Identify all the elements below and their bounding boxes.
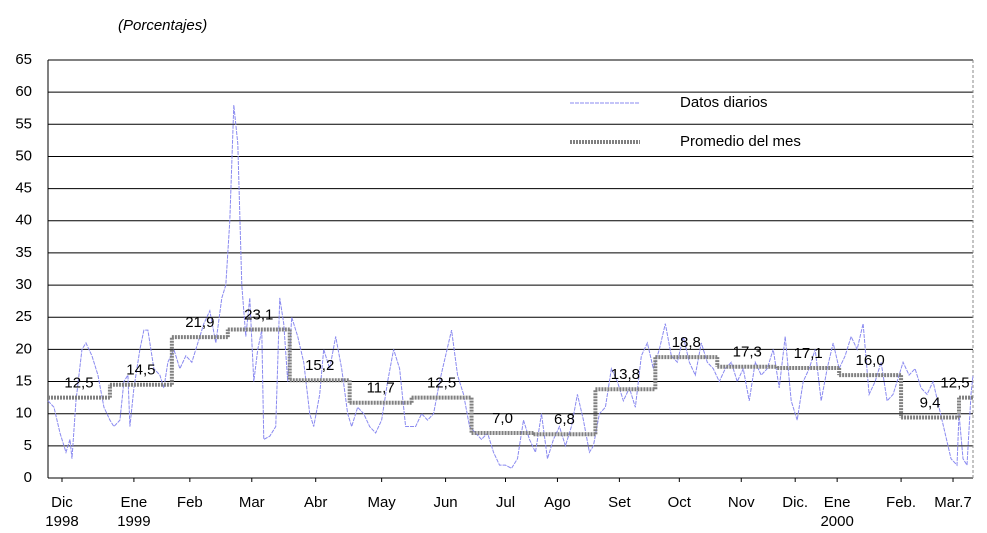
data-label: 21,9 [185, 314, 214, 331]
data-label: 12,5 [940, 375, 969, 392]
data-label: 18,8 [672, 334, 701, 351]
legend-label: Datos diarios [680, 94, 768, 111]
data-label: 14,5 [126, 362, 155, 379]
y-tick-label: 15 [15, 373, 32, 390]
x-tick-label: Dic 1998 [45, 494, 79, 530]
x-tick-label: Dic. [782, 494, 809, 511]
x-tick-label: Ene 2000 [820, 494, 854, 530]
data-label: 11,7 [367, 380, 395, 397]
y-tick-label: 20 [15, 340, 32, 357]
data-label: 12,5 [427, 375, 456, 392]
data-label: 9,4 [920, 395, 941, 412]
data-label: 17,1 [794, 345, 823, 362]
y-tick-label: 65 [15, 51, 32, 68]
x-tick-label: Ene 1999 [117, 494, 151, 530]
x-tick-label: Oct [667, 494, 691, 511]
data-label: 17,3 [733, 344, 762, 361]
x-tick-label: Jul [495, 494, 516, 511]
y-tick-label: 40 [15, 212, 32, 229]
y-tick-label: 50 [15, 147, 32, 164]
y-tick-label: 0 [24, 469, 32, 486]
data-label: 16,0 [856, 352, 885, 369]
y-tick-label: 5 [24, 437, 32, 454]
x-tick-label: Set [608, 494, 631, 511]
data-label: 13,8 [611, 366, 640, 383]
x-tick-label: Feb. [886, 494, 917, 511]
x-tick-label: May [367, 494, 396, 511]
y-tick-label: 45 [15, 180, 32, 197]
daily-line [47, 104, 974, 470]
data-label: 23,1 [244, 306, 273, 323]
x-tick-label: Mar.7 [934, 494, 972, 511]
data-label: 15,2 [305, 357, 334, 374]
x-tick-label: Abr [304, 494, 328, 511]
chart-subtitle: (Porcentajes) [118, 17, 207, 34]
y-tick-label: 55 [15, 115, 32, 132]
x-tick-label: Feb [176, 494, 203, 511]
y-tick-label: 35 [15, 244, 32, 261]
x-tick-label: Nov [727, 494, 755, 511]
y-tick-label: 25 [15, 308, 32, 325]
data-label: 12,5 [64, 375, 93, 392]
data-label: 6,8 [554, 411, 575, 428]
y-tick-label: 60 [15, 83, 32, 100]
x-tick-label: Jun [433, 494, 458, 511]
y-tick-label: 30 [15, 276, 32, 293]
x-tick-label: Mar [238, 494, 265, 511]
y-tick-label: 10 [15, 405, 32, 422]
data-label: 7,0 [492, 410, 513, 427]
x-tick-label: Ago [544, 494, 571, 511]
legend-label: Promedio del mes [680, 133, 801, 150]
